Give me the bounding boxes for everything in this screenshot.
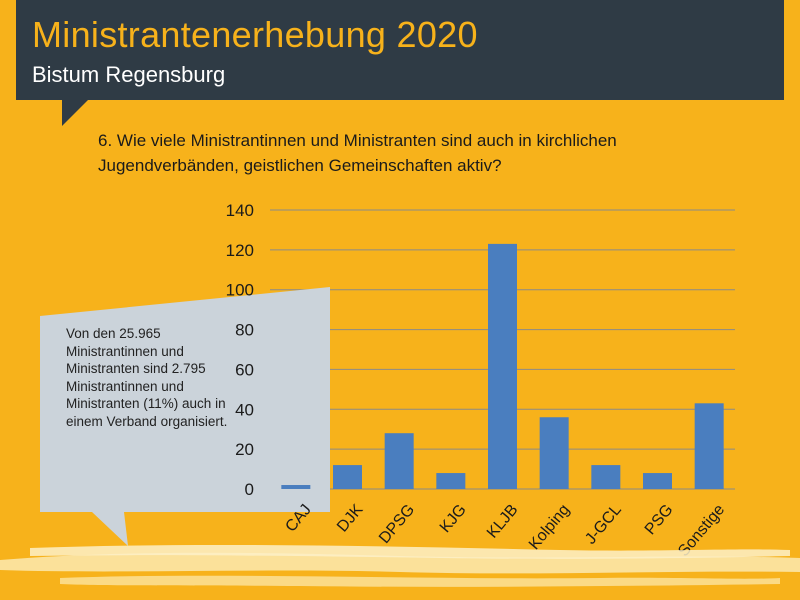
header-bar [16, 0, 784, 100]
callout-text: Von den 25.965 Ministrantinnen und Minis… [66, 326, 228, 429]
brush-stroke-decoration [0, 544, 800, 587]
bar-dpsg [384, 433, 414, 489]
y-tick-label: 120 [226, 241, 254, 260]
y-tick-label: 140 [226, 201, 254, 220]
bars-layer [281, 243, 724, 489]
header-speech-tail [62, 100, 88, 126]
y-tick-label: 60 [235, 360, 254, 379]
y-tick-label: 80 [235, 321, 254, 340]
bar-sonstige [694, 403, 724, 489]
bar-kljb [488, 243, 517, 489]
y-tick-label: 100 [226, 281, 254, 300]
bar-caj [281, 485, 311, 489]
bar-djk [333, 465, 362, 489]
page-title: Ministrantenerhebung 2020 [32, 14, 478, 55]
bar-kolping [539, 417, 569, 489]
survey-question: 6. Wie viele Ministrantinnen und Ministr… [98, 131, 617, 175]
y-tick-label: 40 [235, 400, 254, 419]
y-tick-label: 0 [245, 480, 254, 499]
y-tick-label: 20 [235, 440, 254, 459]
bar-j-gcl [591, 465, 621, 489]
page-subtitle: Bistum Regensburg [32, 62, 226, 87]
bar-psg [643, 473, 672, 489]
bar-kjg [436, 473, 466, 489]
callout-box [40, 287, 330, 546]
ticks-layer: 0 20 40 60 80 100 120 140 [226, 201, 254, 499]
